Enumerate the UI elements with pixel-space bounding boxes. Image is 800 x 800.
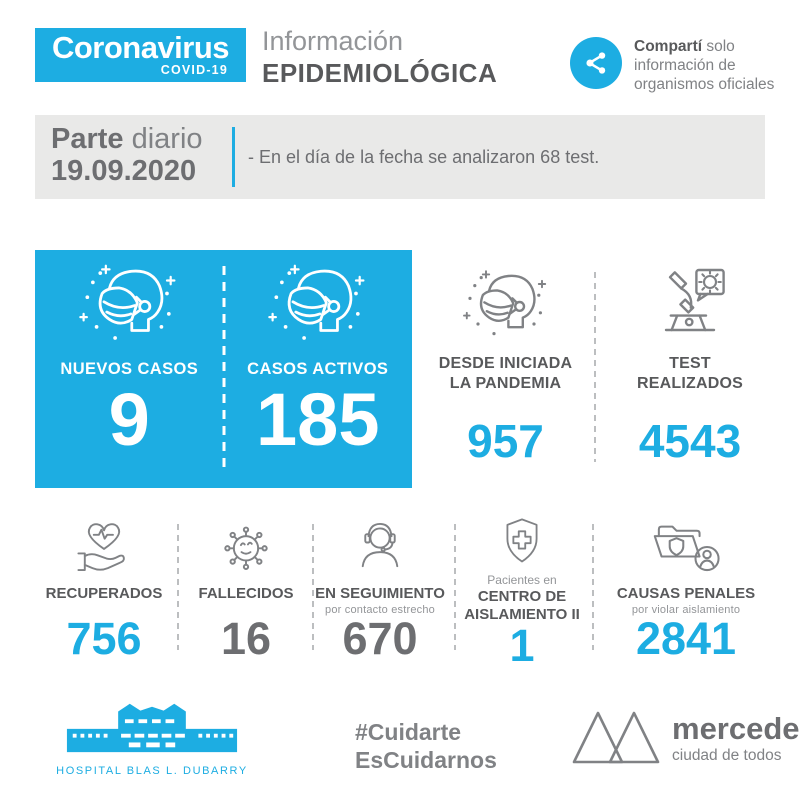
- report-divider: [232, 127, 235, 187]
- mercedes-m-icon: [570, 704, 662, 766]
- stat-label: DESDE INICIADA LA PANDEMIA: [439, 354, 572, 394]
- share-text: Compartí solo información de organismos …: [634, 38, 774, 95]
- stat-followup: EN SEGUIMIENTO por contacto estrecho 670: [315, 513, 445, 661]
- hashtag-line2: EsCuidarnos: [355, 746, 497, 773]
- daily-report-note: - En el día de la fecha se analizaron 68…: [248, 146, 600, 167]
- dashed-divider: [177, 524, 179, 650]
- stat-prelabel: Pacientes en: [487, 573, 557, 587]
- share-text-line3: organismos oficiales: [634, 75, 775, 93]
- stat-value: 670: [342, 613, 418, 664]
- icon-wrap: [347, 513, 413, 579]
- city-logo: mercedes ciudad de todos: [570, 704, 800, 766]
- icon-wrap: [71, 513, 137, 579]
- stat-sublabel: por violar aislamiento: [631, 603, 741, 616]
- heart-in-hand-icon: [71, 515, 137, 579]
- daily-report-date: 19.09.2020: [51, 154, 197, 187]
- virus-icon: [213, 515, 279, 579]
- daily-report-title-bold: Parte: [51, 123, 124, 155]
- daily-report-title: Parte diario: [51, 123, 203, 156]
- coronavirus-brand-box: Coronavirus COVID-19: [35, 28, 246, 82]
- stat-deceased: FALLECIDOS 16: [186, 513, 306, 661]
- share-text-line1: Compartí solo: [634, 38, 774, 57]
- stat-recovered: RECUPERADOS 756: [38, 513, 170, 661]
- city-name: mercedes: [672, 711, 800, 746]
- share-button: [570, 37, 622, 89]
- dashed-divider: [312, 524, 314, 650]
- stat-label-line1: DESDE INICIADA: [438, 355, 573, 372]
- stat-label: RECUPERADOS: [45, 585, 163, 602]
- stat-value: 185: [256, 378, 380, 461]
- daily-report-bar: Parte diario 19.09.2020 - En el día de l…: [35, 115, 765, 199]
- icon-wrap: [648, 513, 724, 579]
- stat-label: CAUSAS PENALES: [616, 585, 756, 602]
- stat-since-pandemic: DESDE INICIADA LA PANDEMIA 957: [428, 266, 583, 464]
- stat-active-cases: CASOS ACTIVOS 185: [224, 250, 413, 488]
- stat-value: 4543: [638, 415, 742, 467]
- masked-person-icon: [462, 266, 550, 346]
- dashed-divider: [454, 524, 456, 650]
- stat-label-line2: REALIZADOS: [637, 375, 743, 392]
- brand-title: Coronavirus: [51, 30, 230, 65]
- share-nodes-icon: [579, 46, 613, 80]
- stat-value: 16: [220, 613, 272, 664]
- stat-label-line2: LA PANDEMIA: [449, 375, 562, 392]
- stat-value: 1: [509, 620, 535, 672]
- stat-value: 756: [66, 613, 142, 664]
- stat-label-line2: AISLAMIENTO II: [464, 605, 580, 623]
- stat-label: FALLECIDOS: [198, 585, 294, 602]
- hospital-logo: HOSPITAL BLAS L. DUBARRY: [56, 698, 248, 777]
- hashtag-text: #Cuidarte EsCuidarnos: [355, 719, 497, 774]
- stat-tests-done: TEST REALIZADOS 4543: [610, 266, 770, 464]
- hashtag-line1: #Cuidarte: [355, 719, 462, 745]
- stat-label-line1: TEST: [669, 355, 711, 372]
- icon-wrap: [495, 513, 549, 569]
- masked-person-icon: [267, 262, 369, 350]
- headset-person-icon: [347, 515, 413, 579]
- brand-subtitle: COVID-19: [160, 63, 228, 77]
- stat-label: TEST REALIZADOS: [637, 354, 743, 394]
- stat-value: 957: [467, 415, 544, 467]
- stat-new-cases: NUEVOS CASOS 9: [35, 250, 224, 488]
- stat-isolation-center: Pacientes en CENTRO DE AISLAMIENTO II 1: [458, 513, 586, 668]
- shield-cross-icon: [495, 513, 549, 569]
- share-notice: Compartí solo información de organismos …: [570, 37, 774, 95]
- hospital-building-icon: [62, 698, 242, 756]
- stat-criminal-cases: CAUSAS PENALES por violar aislamiento 28…: [600, 513, 772, 661]
- dashed-divider: [222, 266, 225, 472]
- stat-value: 2841: [635, 613, 737, 664]
- dashed-divider: [594, 272, 596, 462]
- share-text-line1-rest: solo: [706, 38, 735, 55]
- masked-person-icon: [78, 262, 180, 350]
- daily-report-label: Parte diario 19.09.2020: [51, 123, 203, 188]
- microscope-icon: [646, 266, 734, 346]
- hospital-caption: HOSPITAL BLAS L. DUBARRY: [56, 765, 248, 777]
- stat-label: NUEVOS CASOS: [60, 360, 199, 378]
- share-text-line2: información de: [634, 56, 736, 74]
- page-title-line1: Información: [262, 26, 404, 56]
- primary-stats-panel: NUEVOS CASOS 9 CASOS ACTIVOS 185: [35, 250, 412, 488]
- share-text-bold: Compartí: [634, 38, 703, 55]
- stat-label: EN SEGUIMIENTO: [315, 585, 445, 602]
- page-title-line2: EPIDEMIOLÓGICA: [262, 58, 498, 88]
- stat-label: CASOS ACTIVOS: [247, 360, 389, 378]
- stat-value: 9: [108, 378, 150, 461]
- city-tagline: ciudad de todos: [672, 747, 782, 764]
- dashed-divider: [592, 524, 594, 650]
- daily-report-title-light: diario: [131, 123, 203, 155]
- stat-label-line1: CENTRO DE: [477, 588, 567, 605]
- city-text: mercedes ciudad de todos: [672, 713, 800, 766]
- stat-label: CENTRO DE AISLAMIENTO II: [464, 588, 580, 623]
- folder-shield-person-icon: [648, 515, 724, 579]
- icon-wrap: [213, 513, 279, 579]
- page-title: Información EPIDEMIOLÓGICA: [262, 26, 497, 89]
- stat-sublabel: por contacto estrecho: [325, 603, 435, 616]
